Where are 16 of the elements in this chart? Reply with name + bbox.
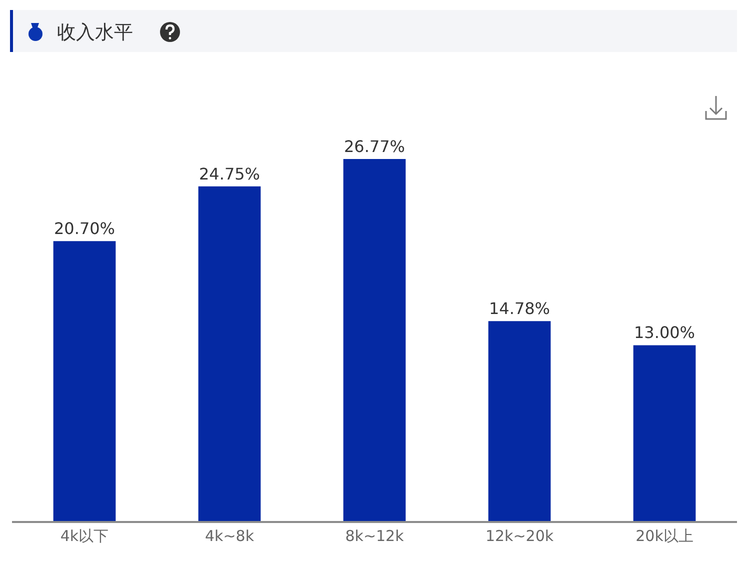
bar [198, 186, 261, 521]
x-tick-label: 4k~8k [204, 526, 254, 545]
bar [53, 241, 116, 521]
data-label: 24.75% [198, 164, 260, 184]
chart-title: 收入水平 [57, 22, 133, 44]
bar [343, 159, 406, 521]
bar [488, 321, 551, 521]
data-label: 20.70% [54, 219, 116, 238]
data-label: 26.77% [344, 137, 406, 156]
bar [633, 345, 696, 521]
data-label: 13.00% [634, 323, 696, 342]
x-tick-label: 4k以下 [60, 526, 109, 545]
x-tick-label: 12k~20k [485, 526, 554, 545]
x-tick-label: 8k~12k [345, 526, 404, 545]
x-tick-label: 20k以上 [636, 526, 694, 545]
data-label: 14.78% [488, 299, 550, 318]
